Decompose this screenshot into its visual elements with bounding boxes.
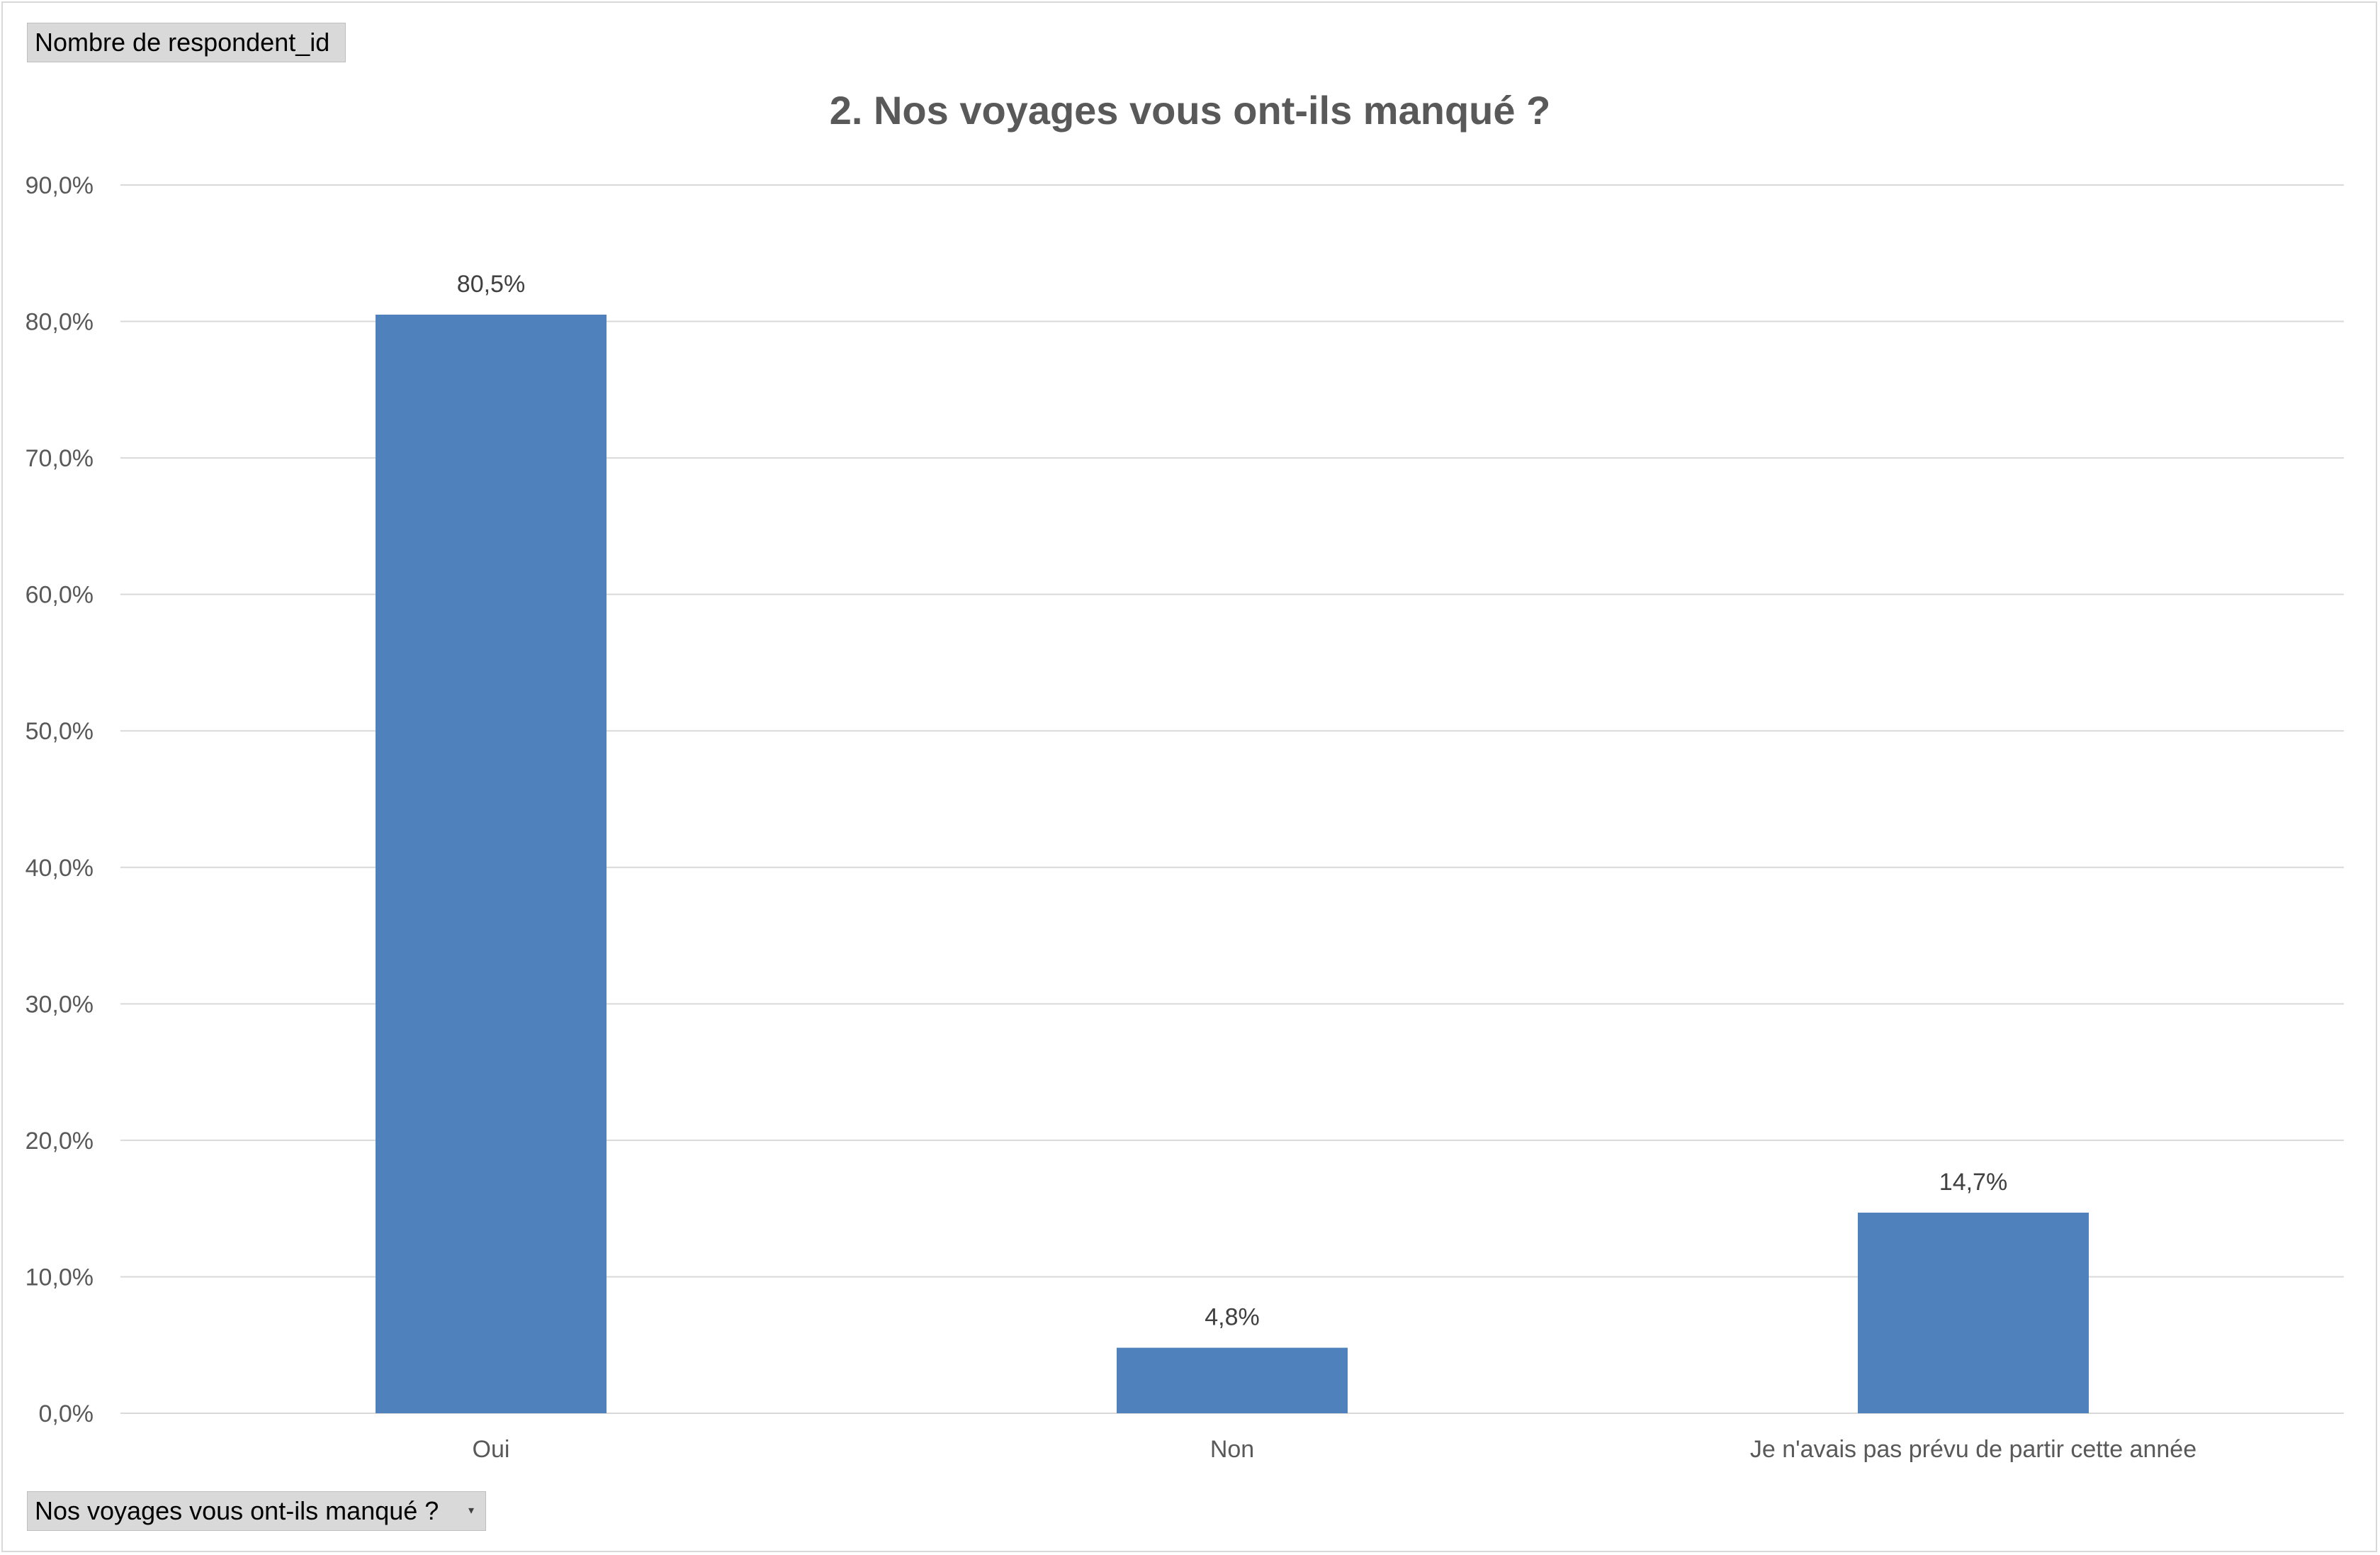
bars xyxy=(376,314,2089,1414)
axis-field-button[interactable]: Nos voyages vous ont-ils manqué ? ▾ xyxy=(27,1491,486,1531)
y-tick-label: 60,0% xyxy=(26,582,94,609)
x-category-label: Non xyxy=(1210,1436,1254,1463)
x-category-label: Je n'avais pas prévu de partir cette ann… xyxy=(1750,1436,2196,1463)
y-axis-ticks: 0,0% 10,0% 20,0% 30,0% 40,0% 50,0% 60,0% 70,0% 8… xyxy=(26,172,94,1427)
bar-2[interactable] xyxy=(1117,1347,1348,1413)
x-axis-categories: Oui Non Je n'avais pas prévu de partir cet… xyxy=(473,1436,2197,1463)
y-tick-label: 40,0% xyxy=(26,855,94,882)
y-tick-label: 80,0% xyxy=(26,309,94,336)
y-tick-label: 20,0% xyxy=(26,1128,94,1155)
y-tick-label: 30,0% xyxy=(26,991,94,1018)
y-tick-label: 50,0% xyxy=(26,718,94,745)
value-field-label: Nombre de respondent_id xyxy=(35,28,330,57)
bar-3[interactable] xyxy=(1858,1212,2089,1413)
y-tick-label: 70,0% xyxy=(26,445,94,472)
data-labels: 80,5% 4,8% 14,7% xyxy=(457,271,2007,1331)
data-label: 14,7% xyxy=(1939,1169,2007,1196)
value-field-button[interactable]: Nombre de respondent_id xyxy=(27,23,346,62)
y-tick-label: 0,0% xyxy=(39,1400,94,1427)
x-category-label: Oui xyxy=(473,1436,510,1463)
data-label: 4,8% xyxy=(1205,1304,1260,1331)
data-label: 80,5% xyxy=(457,271,525,298)
chart-title: 2. Nos voyages vous ont-ils manqué ? xyxy=(829,88,1551,133)
chevron-down-icon[interactable]: ▾ xyxy=(468,1505,474,1517)
y-tick-label: 10,0% xyxy=(26,1264,94,1291)
bar-1[interactable] xyxy=(376,314,607,1414)
y-tick-label: 90,0% xyxy=(26,172,94,199)
axis-field-label: Nos voyages vous ont-ils manqué ? xyxy=(35,1496,439,1525)
